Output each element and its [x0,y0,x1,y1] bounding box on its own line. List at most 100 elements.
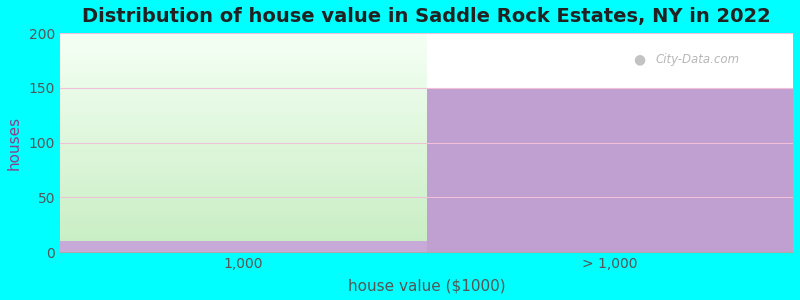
Bar [60,132,426,133]
Bar [60,43,426,44]
Bar [60,105,426,106]
Bar [60,238,426,239]
Bar [60,154,426,155]
Bar [60,160,426,161]
Bar [60,110,426,111]
Bar [60,218,426,219]
Bar [60,116,426,117]
Bar [60,156,426,157]
Bar [60,38,426,40]
Bar [60,209,426,211]
Bar [60,193,426,194]
Bar [60,109,426,110]
Bar [60,95,426,97]
Bar [60,93,426,94]
Bar [60,196,426,197]
Bar [60,202,426,203]
Bar [60,164,426,165]
Bar [60,167,426,168]
Bar [60,106,426,108]
Bar [60,162,426,164]
Bar [60,111,426,112]
Bar [60,227,426,228]
Text: ●: ● [633,52,646,66]
Bar [60,225,426,226]
Bar [60,145,426,146]
Bar [60,65,426,66]
Bar [60,174,426,175]
Bar [60,79,426,80]
Bar [60,199,426,200]
Bar [60,237,426,238]
Bar [60,102,426,103]
Bar [60,165,426,166]
Bar [60,122,426,123]
Bar [60,236,426,237]
Bar [426,88,793,252]
Bar [60,69,426,70]
Bar [60,118,426,120]
X-axis label: house value ($1000): house value ($1000) [348,278,506,293]
Bar [60,41,426,42]
Bar [60,216,426,217]
Bar [60,40,426,41]
Bar [60,77,426,78]
Bar [60,140,426,142]
Bar [60,138,426,140]
Bar [60,229,426,230]
Bar [60,169,426,170]
Bar [60,108,426,109]
Bar [60,170,426,171]
Bar [60,114,426,115]
Bar [60,144,426,145]
Bar [60,64,426,65]
Bar [60,124,426,125]
Bar [60,182,426,183]
Bar [60,152,426,154]
Bar [60,181,426,182]
Bar [60,171,426,172]
Bar [60,180,426,181]
Y-axis label: houses: houses [7,116,22,170]
Bar [60,127,426,128]
Bar [60,177,426,178]
Bar [60,189,426,190]
Bar [60,121,426,122]
Bar [60,247,426,248]
Bar [60,214,426,215]
Bar [60,250,426,251]
Bar [60,241,426,242]
Bar [60,208,426,209]
Bar [60,55,426,56]
Bar [60,128,426,130]
Bar [60,143,426,144]
Bar [60,78,426,79]
Bar [60,101,426,102]
Bar [60,76,426,77]
Bar [60,234,426,235]
Bar [60,173,426,174]
Bar [60,89,426,90]
Bar [60,155,426,156]
Bar [60,99,426,100]
Bar [60,212,426,213]
Bar [60,71,426,73]
Bar [60,133,426,134]
Bar [60,120,426,121]
Bar [60,179,426,180]
Bar [60,73,426,74]
Bar [60,215,426,216]
Bar [60,205,426,206]
Bar [60,251,426,252]
Bar [60,57,426,58]
Bar [60,232,426,234]
Bar [60,136,426,137]
Bar [60,201,426,202]
Bar [60,217,426,218]
Bar [60,33,426,34]
Bar [60,206,426,207]
Bar [60,80,426,81]
Bar [60,91,426,92]
Bar [60,168,426,169]
Bar [60,117,426,119]
